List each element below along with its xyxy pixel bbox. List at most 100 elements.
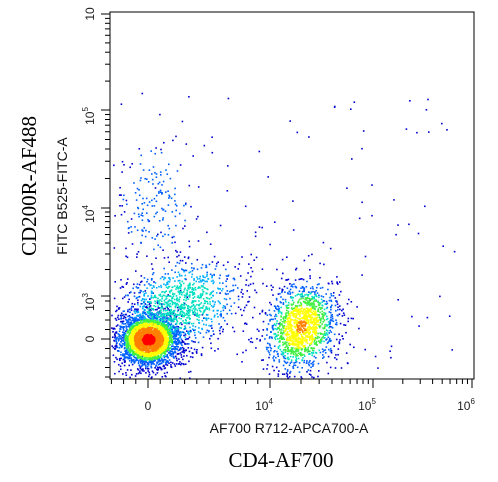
event-dot (136, 358, 138, 361)
event-dot (187, 321, 190, 324)
event-dot (284, 328, 287, 330)
event-dot (200, 302, 203, 304)
event-dot (278, 329, 281, 331)
event-dot (196, 309, 199, 312)
event-dot (284, 330, 286, 333)
event-dot (284, 298, 287, 301)
event-dot (153, 197, 156, 200)
event-dot (170, 339, 173, 341)
event-dot (292, 296, 294, 299)
event-dot (305, 319, 308, 322)
event-dot (158, 316, 160, 318)
event-dot (288, 330, 291, 332)
event-dot (150, 313, 152, 316)
event-dot (139, 305, 142, 308)
event-dot (321, 301, 324, 303)
event-dot (156, 235, 158, 237)
event-dot (176, 276, 178, 278)
event-dot (184, 336, 187, 338)
event-dot (179, 341, 182, 344)
event-dot (189, 311, 191, 313)
event-dot (294, 337, 297, 339)
event-dot (265, 285, 268, 287)
event-dot (310, 336, 313, 339)
event-dot (284, 361, 287, 364)
event-dot (165, 361, 167, 364)
event-dot (282, 341, 284, 344)
event-dot (325, 346, 328, 348)
event-dot (155, 173, 158, 175)
event-dot (166, 360, 168, 362)
event-dot (264, 312, 267, 314)
event-dot (122, 320, 125, 323)
event-dot (307, 255, 310, 257)
event-dot (304, 298, 307, 301)
event-dot (127, 315, 129, 318)
event-dot (321, 286, 324, 289)
event-dot (220, 314, 222, 316)
event-dot (282, 327, 285, 330)
event-dot (212, 300, 214, 302)
event-dot (169, 303, 171, 305)
event-dot (188, 245, 191, 248)
event-dot (131, 305, 133, 308)
event-dot (126, 353, 129, 355)
event-dot (158, 359, 160, 361)
event-dot (117, 350, 120, 352)
event-dot (128, 360, 131, 362)
event-dot (123, 323, 125, 325)
event-dot (193, 278, 195, 280)
event-dot (318, 319, 320, 321)
event-dot (142, 320, 145, 322)
event-dot (169, 340, 171, 343)
event-dot (248, 296, 251, 298)
event-dot (187, 343, 190, 345)
event-dot (254, 289, 256, 292)
event-dot (120, 354, 122, 356)
event-dot (317, 308, 320, 310)
event-dot (164, 336, 166, 338)
event-dot (137, 321, 140, 324)
event-dot (163, 328, 166, 330)
event-dot (129, 325, 132, 328)
event-dot (115, 344, 118, 346)
event-dot (308, 299, 311, 302)
event-dot (252, 316, 254, 319)
event-dot (171, 341, 173, 343)
event-dot (353, 101, 356, 103)
event-dot (218, 288, 220, 290)
event-dot (182, 291, 185, 293)
event-dot (139, 289, 142, 292)
event-dot (291, 351, 293, 354)
event-dot (189, 356, 192, 358)
event-dot (273, 369, 275, 372)
event-dot (198, 304, 200, 307)
event-dot (266, 314, 269, 316)
event-dot (292, 342, 295, 344)
event-dot (212, 294, 214, 297)
event-dot (448, 315, 451, 317)
event-dot (256, 328, 259, 331)
event-dot (125, 329, 128, 332)
event-dot (189, 377, 191, 380)
event-dot (143, 360, 146, 363)
event-dot (180, 362, 183, 365)
event-dot (327, 341, 329, 343)
event-dot (241, 256, 243, 258)
event-dot (179, 311, 182, 314)
event-dot (208, 309, 211, 311)
event-dot (242, 293, 244, 295)
event-dot (167, 345, 169, 347)
event-dot (209, 243, 212, 245)
event-dot (142, 312, 144, 315)
event-dot (201, 278, 204, 281)
event-dot (155, 314, 158, 317)
event-dot (323, 349, 325, 352)
event-dot (118, 335, 120, 338)
event-dot (156, 366, 159, 369)
event-dot (321, 333, 323, 335)
event-dot (305, 315, 307, 318)
event-dot (213, 255, 216, 258)
event-dot (313, 303, 315, 305)
event-dot (168, 329, 171, 331)
